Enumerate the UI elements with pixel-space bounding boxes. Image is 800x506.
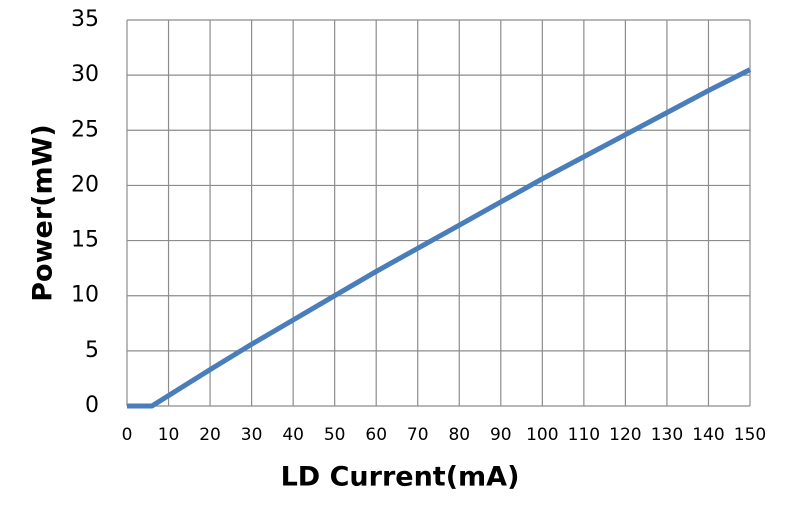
- x-tick-label: 110: [568, 425, 600, 445]
- x-tick-label: 90: [490, 425, 512, 445]
- y-tick-label: 15: [71, 228, 99, 253]
- data-line: [127, 67, 752, 409]
- x-axis-label: LD Current(mA): [281, 462, 520, 493]
- x-tick-label: 130: [651, 425, 683, 445]
- x-tick-label: 10: [158, 425, 180, 445]
- x-tick-label: 60: [365, 425, 387, 445]
- y-tick-label: 10: [71, 283, 99, 308]
- x-tick-label: 50: [324, 425, 346, 445]
- y-tick-label: 25: [71, 117, 99, 142]
- x-tick-label: 100: [526, 425, 558, 445]
- x-tick-label: 140: [692, 425, 724, 445]
- y-tick-label: 30: [71, 62, 99, 87]
- x-tick-label: 150: [734, 425, 766, 445]
- y-axis-label: Power(mW): [28, 124, 59, 302]
- y-tick-label: 5: [85, 338, 99, 363]
- x-tick-label: 20: [199, 425, 221, 445]
- y-tick-label: 20: [71, 172, 99, 197]
- x-tick-label: 40: [282, 425, 304, 445]
- y-tick-label: 0: [85, 393, 99, 418]
- x-tick-label: 70: [407, 425, 429, 445]
- x-tick-label: 80: [448, 425, 470, 445]
- x-tick-label: 120: [609, 425, 641, 445]
- y-tick-label: 35: [71, 7, 99, 32]
- x-tick-label: 30: [241, 425, 263, 445]
- x-tick-label: 0: [122, 425, 133, 445]
